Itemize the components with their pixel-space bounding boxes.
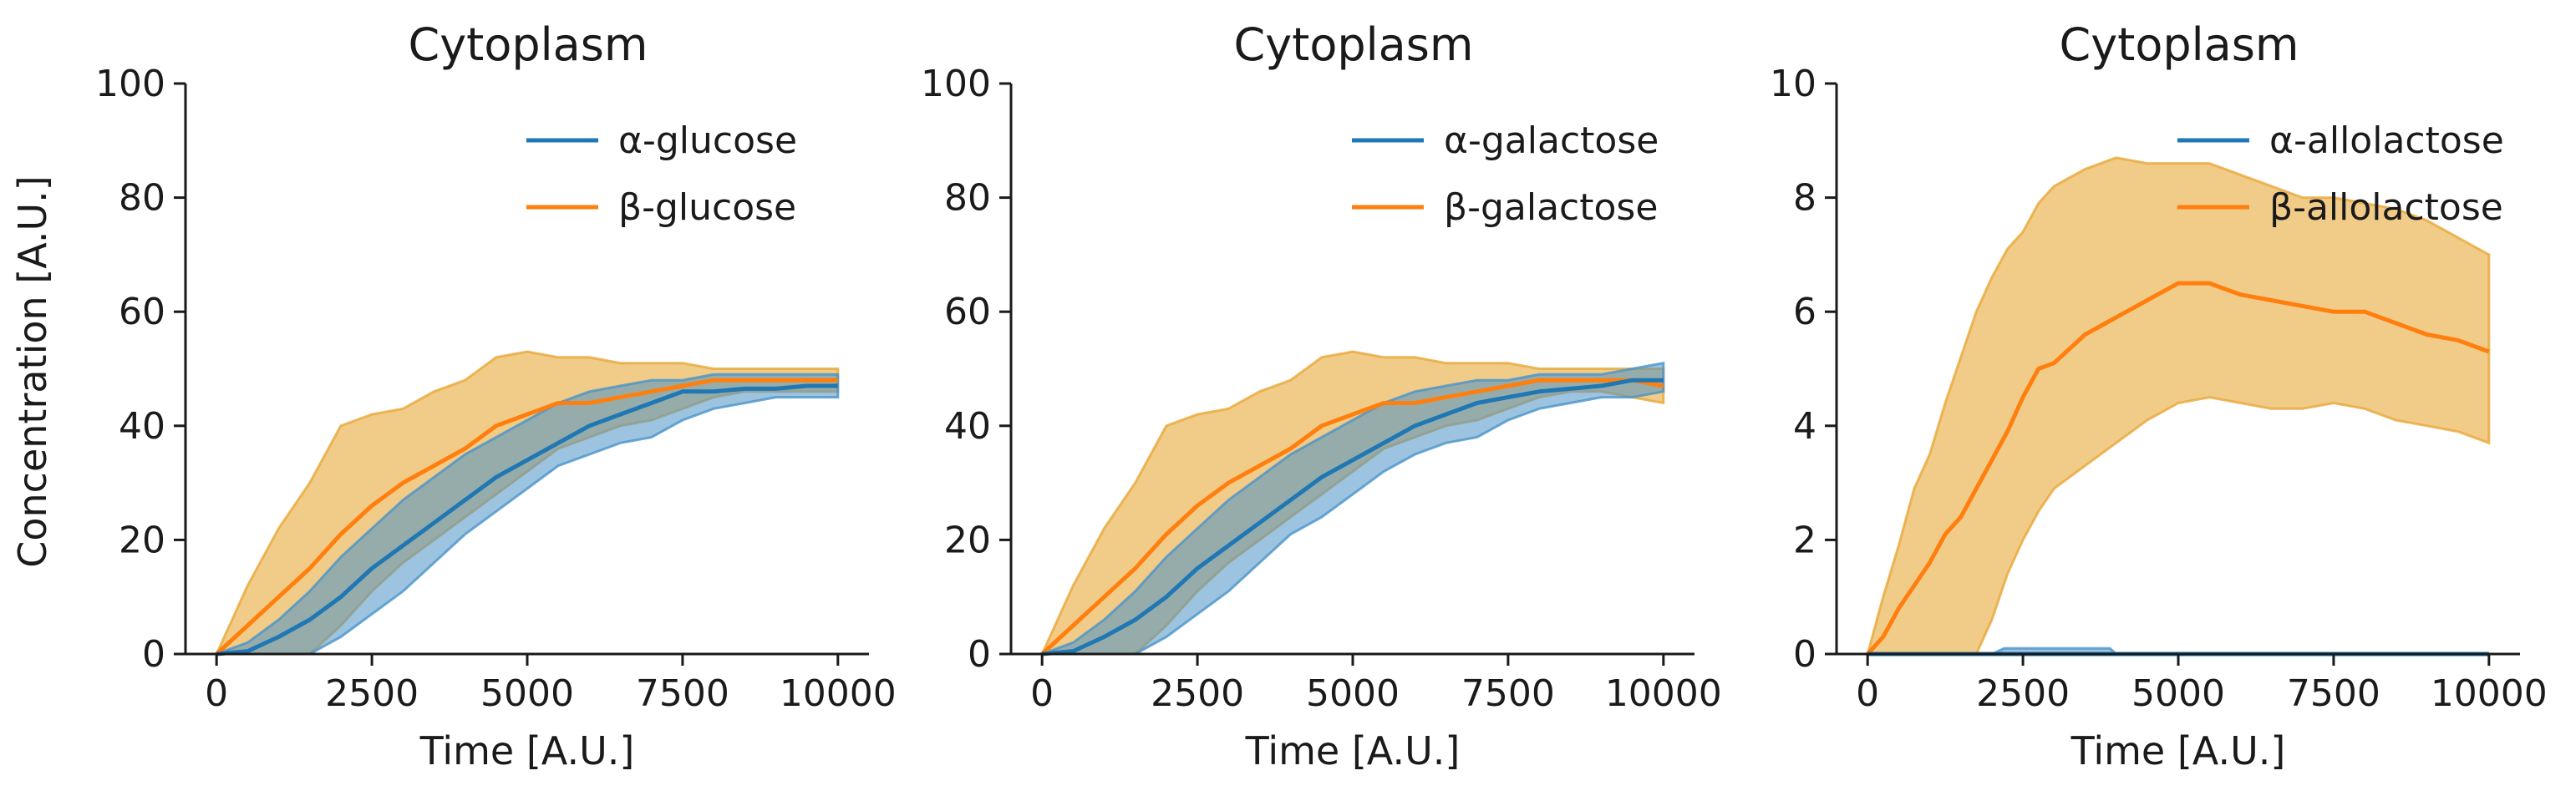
y-tick-label: 0 [968,633,991,676]
x-tick-label: 5000 [2131,672,2225,715]
x-tick-label: 0 [1856,672,1879,715]
x-tick-label: 10000 [2431,672,2548,715]
legend-label-alpha: α-galactose [1444,119,1659,162]
y-tick-label: 80 [944,177,991,220]
x-tick-label: 7500 [1461,672,1555,715]
y-tick-label: 0 [142,633,165,676]
series-line-beta [1866,281,2490,656]
x-tick-label: 10000 [780,672,897,715]
y-axis-label: Concentration [A.U.] [10,175,55,568]
series-line-alpha [216,383,838,657]
x-tick-label: 7500 [2287,672,2380,715]
y-tick-label: 60 [119,291,165,333]
x-tick-label: 2500 [1976,672,2070,715]
y-tick-label: 100 [95,63,165,105]
legend-label-alpha: α-allolactose [2269,119,2504,162]
y-tick-label: 80 [119,177,165,220]
y-tick-label: 40 [119,405,165,448]
y-tick-label: 10 [1770,63,1816,105]
chart-title: Cytoplasm [2060,18,2299,71]
x-tick-label: 5000 [480,672,574,715]
chart-panel-glucose: Cytoplasm 0 20 40 60 80 100 0 2500 5000 7500 10000 T… [95,18,897,773]
y-tick-label: 60 [944,291,991,333]
x-tick-label: 2500 [325,672,419,715]
chart-panel-allolactose: Cytoplasm 0 2 4 6 8 10 0 2500 5000 7500 10000 Time [… [1770,18,2548,773]
y-tick-label: 0 [1793,633,1816,676]
x-axis-label: Time [A.U.] [1245,728,1461,773]
x-tick-label: 7500 [636,672,729,715]
series-line-alpha [1041,378,1664,657]
y-tick-label: 40 [944,405,991,448]
legend-label-beta: β-allolactose [2269,186,2503,229]
legend-label-alpha: α-glucose [618,119,797,162]
chart-panel-galactose: Cytoplasm 0 20 40 60 80 100 0 2500 5000 7500 10000 T… [921,18,1722,773]
y-tick-label: 4 [1793,405,1816,448]
legend-label-beta: β-glucose [618,186,796,229]
series-line-beta [215,378,838,656]
x-tick-label: 5000 [1306,672,1400,715]
legend-label-beta: β-galactose [1444,186,1658,229]
x-tick-label: 0 [205,672,228,715]
y-tick-label: 8 [1793,177,1816,220]
chart-title: Cytoplasm [409,18,648,71]
series-band-alpha [1041,361,1665,656]
y-tick-label: 6 [1793,291,1816,333]
y-tick-label: 20 [944,519,991,561]
y-tick-label: 2 [1793,519,1816,561]
x-tick-label: 2500 [1151,672,1244,715]
series-band-beta [1866,156,2491,656]
chart-title: Cytoplasm [1234,18,1474,71]
series-line-beta [1040,378,1664,656]
x-tick-label: 0 [1030,672,1054,715]
y-tick-label: 100 [921,63,991,105]
y-tick-label: 20 [119,519,165,561]
x-tick-label: 10000 [1605,672,1722,715]
x-axis-label: Time [A.U.] [2070,728,2286,773]
x-axis-label: Time [A.U.] [419,728,635,773]
